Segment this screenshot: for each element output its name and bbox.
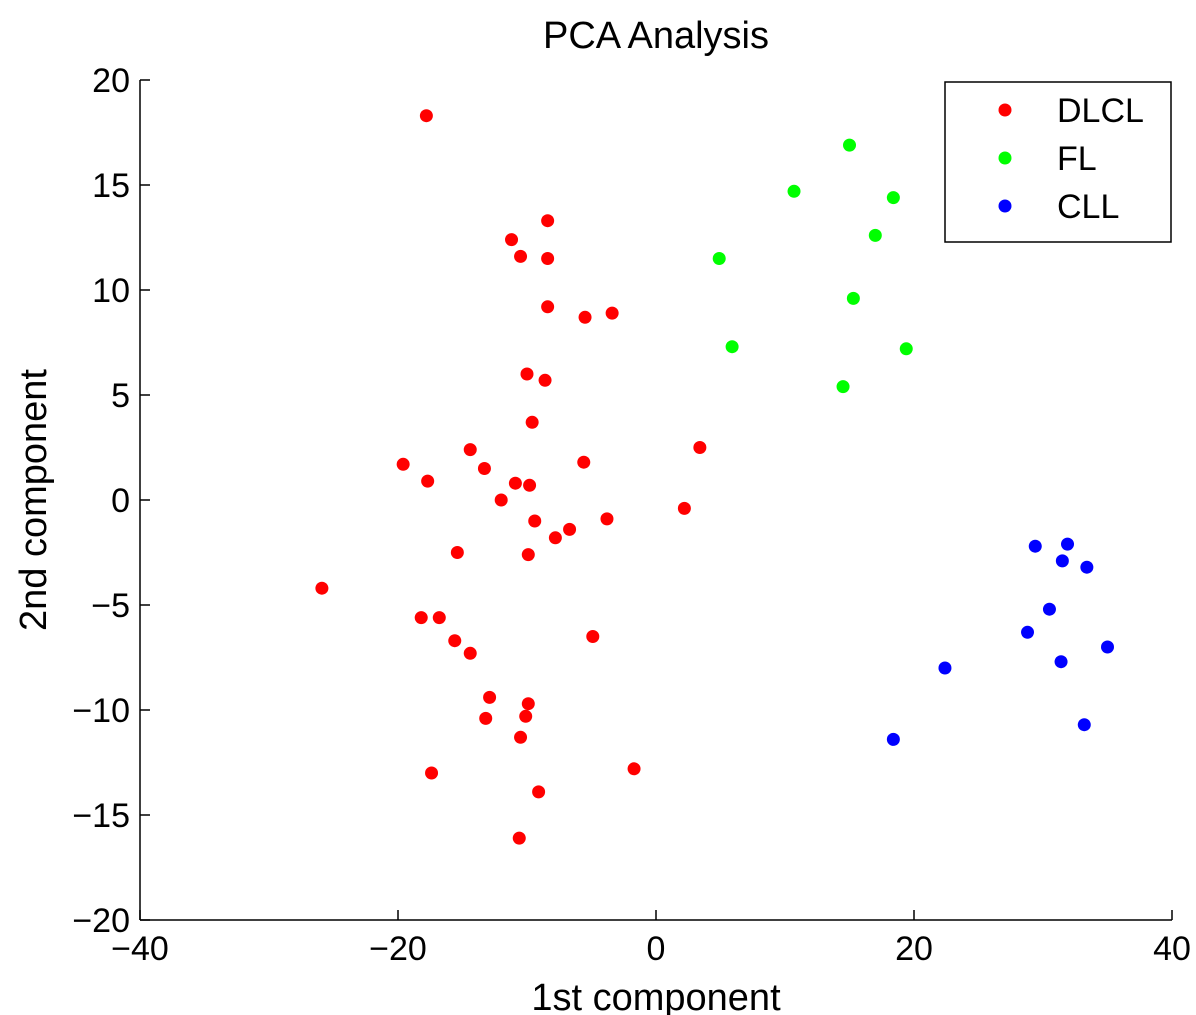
data-point-dlcl bbox=[519, 709, 533, 723]
data-point-dlcl bbox=[414, 611, 428, 625]
data-point-dlcl bbox=[677, 501, 691, 515]
data-point-dlcl bbox=[477, 462, 491, 475]
y-tick-label: 5 bbox=[111, 377, 130, 415]
data-point-fl bbox=[712, 252, 726, 265]
data-point-dlcl bbox=[479, 711, 493, 725]
data-point-cll bbox=[1021, 625, 1035, 639]
data-point-cll bbox=[1054, 655, 1068, 669]
data-point-fl bbox=[886, 191, 900, 205]
data-point-dlcl bbox=[578, 310, 592, 324]
series-dlcl bbox=[315, 109, 707, 845]
data-point-cll bbox=[1080, 560, 1094, 574]
data-point-dlcl bbox=[541, 300, 555, 314]
data-point-dlcl bbox=[577, 455, 591, 469]
data-point-fl bbox=[725, 340, 739, 354]
data-point-cll bbox=[1028, 539, 1042, 553]
legend-label-cll: CLL bbox=[1057, 188, 1119, 226]
y-tick-label: −10 bbox=[72, 692, 130, 730]
data-point-fl bbox=[836, 380, 850, 394]
data-point-dlcl bbox=[505, 233, 519, 247]
data-point-fl bbox=[843, 138, 856, 152]
data-point-dlcl bbox=[432, 611, 446, 625]
data-point-dlcl bbox=[421, 474, 435, 488]
series-fl bbox=[712, 138, 913, 394]
data-point-dlcl bbox=[523, 478, 537, 492]
data-point-fl bbox=[868, 228, 882, 242]
legend-label-fl: FL bbox=[1057, 140, 1097, 178]
x-tick-labels: −40 −20 0 20 40 bbox=[111, 930, 1191, 968]
axis-ticks bbox=[139, 79, 1173, 921]
data-point-dlcl bbox=[528, 514, 542, 528]
data-point-dlcl bbox=[448, 634, 462, 648]
data-point-dlcl bbox=[627, 762, 641, 776]
x-tick-label: 20 bbox=[895, 930, 933, 968]
x-axis-label: 1st component bbox=[531, 977, 781, 1015]
legend-marker-cll bbox=[998, 199, 1012, 213]
data-point-dlcl bbox=[521, 697, 535, 711]
data-point-dlcl bbox=[315, 581, 329, 595]
data-point-cll bbox=[1042, 602, 1056, 616]
data-point-fl bbox=[787, 184, 801, 198]
data-point-dlcl bbox=[563, 522, 577, 536]
y-tick-label: −5 bbox=[91, 587, 130, 625]
data-point-dlcl bbox=[514, 730, 528, 744]
data-point-cll bbox=[886, 732, 900, 746]
data-point-dlcl bbox=[396, 457, 410, 471]
data-point-dlcl bbox=[521, 548, 535, 562]
x-tick-label: −20 bbox=[369, 930, 427, 968]
data-point-dlcl bbox=[548, 531, 562, 545]
data-point-cll bbox=[1101, 640, 1114, 654]
y-tick-label: 10 bbox=[92, 272, 130, 310]
data-point-dlcl bbox=[425, 766, 439, 780]
y-axis-label: 2nd component bbox=[13, 369, 55, 631]
data-point-dlcl bbox=[508, 476, 522, 490]
data-point-dlcl bbox=[600, 512, 614, 526]
y-tick-label: 0 bbox=[111, 482, 130, 520]
data-point-dlcl bbox=[605, 306, 619, 320]
data-point-dlcl bbox=[514, 249, 528, 263]
legend-box bbox=[944, 81, 1172, 243]
legend-label-dlcl: DLCL bbox=[1057, 92, 1144, 130]
chart-title: PCA Analysis bbox=[543, 15, 769, 57]
x-tick-label: 40 bbox=[1153, 930, 1191, 968]
data-point-dlcl bbox=[483, 690, 497, 704]
data-point-dlcl bbox=[419, 109, 433, 123]
series-cll bbox=[886, 537, 1114, 746]
data-point-fl bbox=[846, 291, 860, 305]
data-point-dlcl bbox=[538, 373, 552, 387]
y-tick-labels: −20 −15 −10 −5 0 5 10 15 20 bbox=[72, 62, 130, 940]
data-point-dlcl bbox=[541, 252, 555, 265]
data-point-cll bbox=[1061, 537, 1075, 551]
legend: DLCL FL CLL bbox=[944, 81, 1172, 243]
y-tick-label: 15 bbox=[92, 167, 130, 205]
x-tick-label: 0 bbox=[647, 930, 666, 968]
y-tick-label: 20 bbox=[92, 62, 130, 100]
data-point-dlcl bbox=[450, 546, 464, 559]
data-point-dlcl bbox=[586, 630, 600, 643]
data-point-cll bbox=[1077, 718, 1091, 732]
data-point-dlcl bbox=[494, 493, 508, 507]
data-point-cll bbox=[938, 661, 952, 675]
y-tick-label: −15 bbox=[72, 797, 130, 835]
data-point-dlcl bbox=[541, 214, 555, 228]
legend-marker-fl bbox=[998, 151, 1012, 165]
legend-marker-dlcl bbox=[998, 103, 1012, 117]
data-point-dlcl bbox=[463, 646, 477, 660]
data-point-dlcl bbox=[525, 415, 539, 429]
data-point-cll bbox=[1055, 554, 1069, 568]
data-point-dlcl bbox=[693, 441, 707, 454]
data-points bbox=[315, 109, 1114, 845]
data-point-dlcl bbox=[512, 831, 526, 845]
data-point-dlcl bbox=[532, 785, 546, 799]
x-tick-label: −40 bbox=[111, 930, 169, 968]
data-point-dlcl bbox=[520, 367, 534, 381]
data-point-fl bbox=[899, 342, 913, 356]
data-point-dlcl bbox=[463, 443, 477, 457]
y-tick-label: −20 bbox=[72, 902, 130, 940]
